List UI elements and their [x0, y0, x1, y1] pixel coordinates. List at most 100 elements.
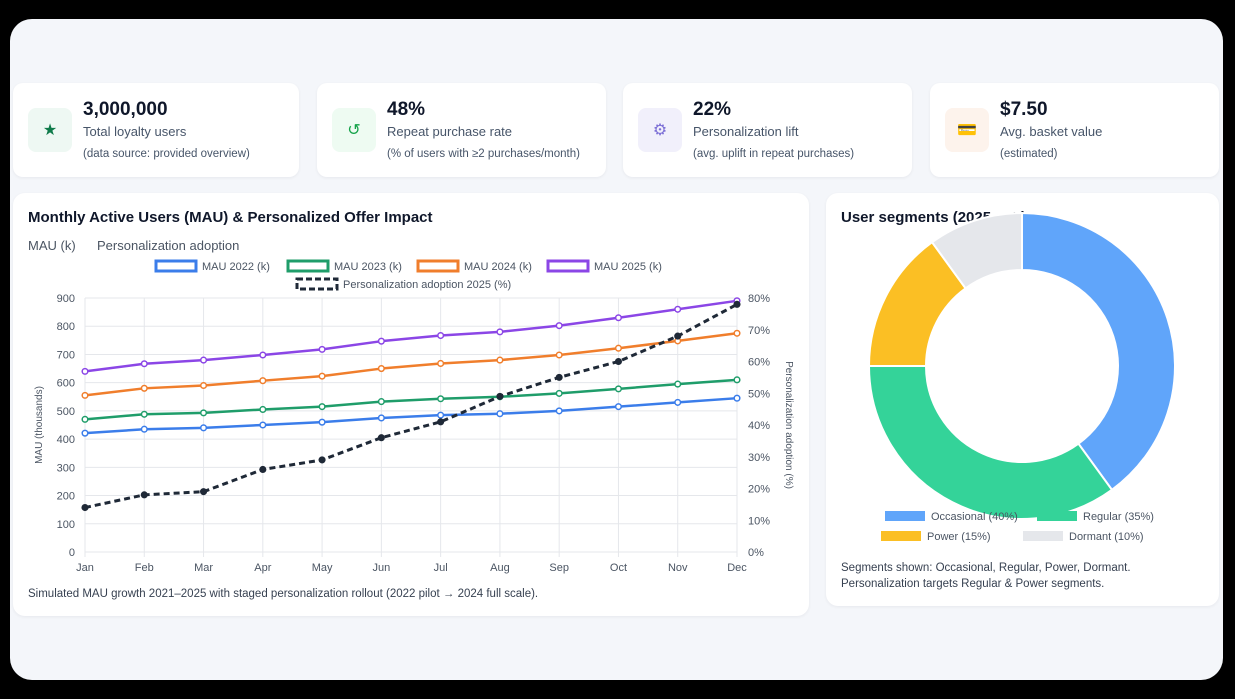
data-point: [674, 380, 682, 388]
data-point: [199, 409, 208, 417]
data-point: [614, 385, 623, 393]
star-icon: ★: [28, 108, 72, 152]
data-point: [140, 425, 148, 433]
data-point: [259, 465, 267, 474]
card-icon: 💳: [945, 108, 989, 152]
data-point: [81, 429, 89, 437]
legend-label: MAU 2024 (k): [464, 261, 532, 273]
donut-slice: [930, 211, 1023, 290]
chart-footnote: Simulated MAU growth 2021–2025 with stag…: [28, 588, 539, 600]
series-line: [84, 396, 738, 435]
data-point: [377, 434, 385, 442]
data-point: [437, 418, 445, 426]
data-point: [496, 328, 504, 336]
series-line: [84, 332, 738, 397]
kpi-label: Avg. basket value: [1000, 124, 1103, 139]
data-point: [674, 332, 682, 340]
data-point: [733, 300, 741, 308]
data-point: [555, 407, 563, 415]
data-point: [318, 345, 326, 353]
data-point: [614, 344, 623, 352]
data-point: [674, 398, 682, 406]
dashboard-frame: ★ 3,000,000 Total loyalty users (data so…: [10, 19, 1223, 680]
kpi-value: 22%: [693, 99, 732, 120]
legend-swatch: [1037, 511, 1077, 521]
data-point: [733, 376, 741, 384]
kpi-note: (estimated): [1000, 148, 1058, 160]
data-point: [140, 360, 148, 368]
x-tick-label: Apr: [254, 562, 271, 574]
segments-note: Segments shown: Occasional, Regular, Pow…: [841, 560, 1131, 592]
segments-card: User segments (2025 est.) Occasional (40…: [826, 193, 1219, 606]
data-point: [496, 410, 504, 418]
data-point: [437, 411, 445, 419]
data-point: [81, 415, 89, 423]
x-tick-label: Jun: [372, 562, 390, 574]
mau-line-chart: 0 100 200 300 400 500 600 700 800 900 Jan Feb Mar Apr…: [34, 259, 794, 574]
chart-subtitle-adoption: Personalization adoption: [97, 238, 240, 253]
kpi-card-total-users: ★ 3,000,000 Total loyalty users (data so…: [13, 83, 299, 177]
gear-icon: ⚙: [638, 108, 682, 152]
data-point: [318, 418, 326, 426]
legend-label: Occasional (40%): [931, 511, 1018, 523]
y-right-tick-label: 0%: [748, 547, 764, 559]
data-point: [259, 421, 267, 429]
y-left-tick-label: 200: [57, 491, 75, 503]
legend-swatch: [286, 259, 330, 273]
kpi-note: (avg. uplift in repeat purchases): [693, 148, 855, 160]
data-point: [199, 488, 208, 496]
x-tick-label: Nov: [668, 562, 688, 574]
data-point: [81, 504, 89, 512]
legend-label: Power (15%): [927, 531, 991, 543]
kpi-label: Repeat purchase rate: [387, 124, 513, 139]
kpi-card-repeat-rate: ↺ 48% Repeat purchase rate (% of users w…: [317, 83, 606, 177]
data-point: [555, 373, 563, 381]
legend-swatch: [546, 259, 590, 273]
mau-chart-card: Monthly Active Users (MAU) & Personalize…: [13, 193, 809, 616]
legend-swatch: [295, 277, 339, 291]
legend-swatch: [881, 531, 921, 541]
y-left-tick-label: 500: [57, 406, 75, 418]
y-left-tick-label: 700: [57, 349, 75, 361]
y-left-tick-label: 800: [57, 321, 75, 333]
y-left-tick-label: 400: [57, 434, 75, 446]
segments-donut-chart: Occasional (40%) Regular (35%) Power (15%)…: [867, 211, 1176, 543]
chart-subtitle-mau: MAU (k): [28, 238, 76, 253]
data-point: [318, 403, 326, 411]
legend-label: Dormant (10%): [1069, 531, 1144, 543]
data-point: [81, 391, 89, 399]
y-right-tick-label: 50%: [748, 388, 770, 400]
kpi-note: (data source: provided overview): [83, 148, 250, 160]
kpi-label: Total loyalty users: [83, 124, 187, 139]
data-point: [377, 414, 385, 422]
data-point: [140, 384, 148, 392]
legend-label: MAU 2022 (k): [202, 261, 270, 273]
data-point: [733, 394, 741, 402]
x-tick-label: Oct: [610, 562, 627, 574]
y-right-tick-label: 40%: [748, 420, 770, 432]
y-left-tick-label: 300: [57, 462, 75, 474]
kpi-value: 3,000,000: [83, 99, 168, 120]
data-point: [199, 381, 208, 390]
y-right-tick-label: 20%: [748, 484, 770, 496]
data-point: [140, 491, 148, 499]
data-point: [81, 367, 89, 375]
series-line: [84, 378, 738, 421]
data-point: [733, 329, 741, 337]
x-tick-label: Aug: [490, 562, 510, 574]
data-point: [259, 377, 267, 385]
series-line: [84, 303, 738, 510]
data-point: [199, 356, 208, 364]
y-right-tick-label: 80%: [748, 293, 770, 305]
refresh-icon: ↺: [332, 108, 376, 152]
data-point: [437, 331, 445, 340]
legend-label: Regular (35%): [1083, 511, 1154, 523]
segments-note-line: Segments shown: Occasional, Regular, Pow…: [841, 562, 1131, 574]
y-right-tick-label: 70%: [748, 325, 770, 337]
kpi-card-basket-value: 💳 $7.50 Avg. basket value (estimated): [930, 83, 1219, 177]
x-tick-label: Feb: [135, 562, 154, 574]
legend-swatch: [1023, 531, 1063, 541]
data-point: [140, 410, 148, 418]
data-point: [674, 305, 682, 313]
y-left-tick-label: 600: [57, 378, 75, 390]
